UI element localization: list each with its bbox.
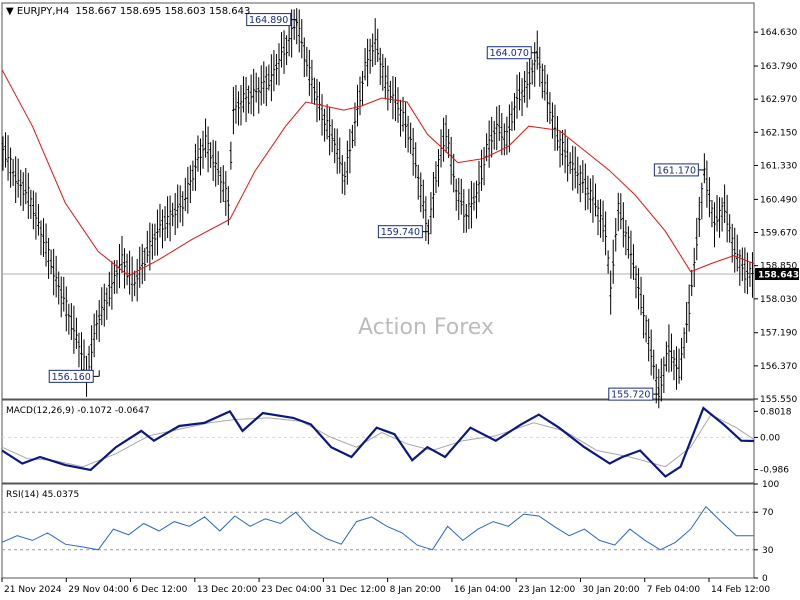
annotation-label: 161.170: [657, 165, 696, 176]
macd-label: MACD(12,26,9) -0.1072 -0.0647: [6, 406, 150, 416]
rsi-panel-frame: [1, 483, 755, 579]
time-tick-label: 23 Dec 04:00: [261, 585, 322, 595]
annotation-box: [246, 13, 292, 27]
annotation-label: 164.890: [249, 15, 288, 26]
price-tick-label: 158.030: [760, 295, 797, 305]
price-tick-label: 157.190: [760, 329, 797, 339]
price-tick-label: 164.630: [760, 28, 797, 38]
time-tick-label: 30 Jan 20:00: [582, 585, 639, 595]
annotation-box: [486, 46, 532, 60]
chart-header: ▼ EURJPY,H4 158.667 158.695 158.603 158.6…: [6, 6, 250, 17]
moving-average-line: [1, 69, 755, 277]
time-tick-label: 31 Dec 12:00: [325, 585, 386, 595]
annotation-box: [377, 225, 423, 239]
price-panel-frame: [1, 2, 755, 400]
time-tick-label: 13 Dec 20:00: [197, 585, 258, 595]
price-tick-label: 156.370: [760, 362, 797, 372]
time-tick-label: 6 Dec 12:00: [133, 585, 188, 595]
rsi-tick-label: 100: [762, 480, 779, 490]
symbol-label: EURJPY,H4: [17, 6, 70, 17]
current-price-tag: [755, 268, 799, 281]
time-tick-label: 7 Feb 04:00: [647, 585, 701, 595]
price-tick-label: 162.150: [760, 128, 797, 138]
macd-tick-label: 0.00: [760, 433, 780, 443]
price-tick-label: 163.790: [760, 62, 797, 72]
annotation-box: [48, 369, 94, 383]
macd-main-line: [1, 406, 755, 478]
time-tick-label: 14 Feb 12:00: [711, 585, 770, 595]
annotation-label: 155.720: [611, 390, 650, 401]
price-tick-label: 161.330: [760, 161, 797, 171]
rsi-tick-label: 30: [762, 546, 774, 556]
time-tick-label: 21 Nov 2024: [4, 585, 62, 595]
annotation-label: 159.740: [381, 227, 420, 238]
price-tick-label: 162.970: [760, 95, 797, 105]
current-price-label: 158.643: [758, 271, 799, 281]
rsi-tick-label: 70: [762, 508, 774, 518]
macd-signal-line: [1, 413, 755, 468]
dropdown-arrow-icon[interactable]: ▼: [6, 6, 17, 17]
annotation-box: [608, 387, 654, 401]
annotation-label: 164.070: [490, 48, 529, 59]
price-panel-bg: [3, 4, 753, 398]
price-tick-label: 158.850: [760, 262, 797, 272]
time-tick-label: 16 Jan 04:00: [454, 585, 511, 595]
ohlc-values: 158.667 158.695 158.603 158.643: [75, 6, 250, 17]
price-tick-label: 159.670: [760, 229, 797, 239]
watermark: Action Forex: [358, 315, 494, 340]
rsi-tick-label: 0: [762, 574, 768, 584]
time-tick-label: 29 Nov 04:00: [68, 585, 129, 595]
time-tick-label: 8 Jan 20:00: [390, 585, 442, 595]
macd-tick-label: 0.8018: [760, 407, 792, 417]
annotation-box: [653, 163, 699, 177]
price-tick-label: 160.490: [760, 195, 797, 205]
macd-panel-frame: [1, 399, 755, 484]
macd-tick-label: -0.986: [760, 466, 789, 476]
annotation-label: 156.160: [52, 372, 91, 383]
price-tick-label: 155.550: [760, 395, 797, 405]
time-tick-label: 23 Jan 12:00: [518, 585, 575, 595]
rsi-line: [1, 505, 754, 551]
rsi-label: RSI(14) 45.0375: [6, 490, 79, 500]
